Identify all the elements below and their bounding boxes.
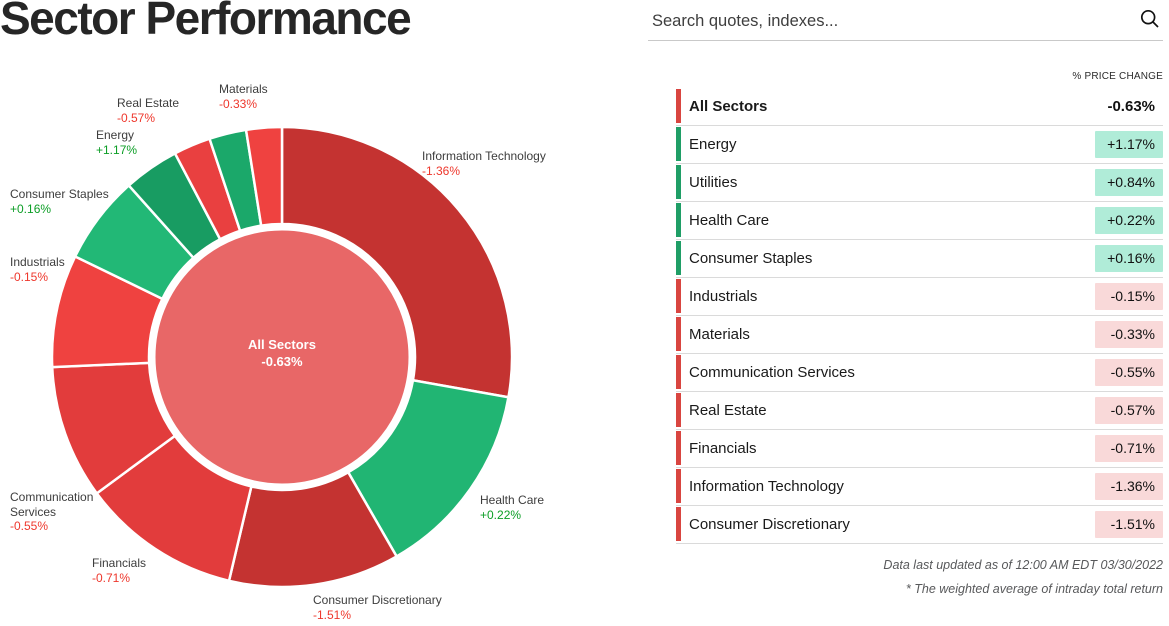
sector-performance-table: % PRICE CHANGE All Sectors -0.63% Energy…	[676, 70, 1163, 601]
donut-slice-materials[interactable]	[244, 125, 284, 228]
chart-label-change: -1.51%	[313, 607, 352, 622]
change-badge: -1.51%	[1095, 511, 1163, 538]
table-row-materials[interactable]: Materials -0.33%	[676, 316, 1163, 354]
chart-label-change: -0.71%	[92, 570, 131, 585]
price-change-column-header: % PRICE CHANGE	[1072, 71, 1163, 82]
row-color-bar	[676, 469, 681, 503]
chart-label-materials: Materials -0.33%	[219, 82, 268, 111]
chart-label-financials: Financials -0.71%	[92, 556, 146, 585]
chart-label-name: Consumer Discretionary	[313, 593, 442, 607]
sector-name: Consumer Discretionary	[689, 516, 850, 533]
change-badge: -0.57%	[1095, 397, 1163, 424]
weighted-average-note: * The weighted average of intraday total…	[905, 582, 1163, 596]
change-badge: -1.36%	[1095, 473, 1163, 500]
table-row-all-sectors[interactable]: All Sectors -0.63%	[676, 88, 1163, 126]
sector-donut-chart	[50, 125, 514, 589]
row-color-bar	[676, 203, 681, 237]
sector-change-value: -0.63%	[1107, 98, 1155, 115]
row-color-bar	[676, 89, 681, 123]
sector-name: Health Care	[689, 212, 770, 229]
sector-name: Consumer Staples	[689, 250, 813, 267]
chart-label-consumer-discretionary: Consumer Discretionary -1.51%	[313, 593, 442, 622]
chart-label-real-estate: Real Estate -0.57%	[117, 96, 179, 125]
footnotes: Data last updated as of 12:00 AM EDT 03/…	[676, 553, 1163, 601]
sector-name: Communication Services	[689, 364, 855, 381]
row-color-bar	[676, 127, 681, 161]
table-row-energy[interactable]: Energy +1.17%	[676, 126, 1163, 164]
chart-label-change: -0.55%	[10, 519, 49, 533]
change-badge: +1.17%	[1095, 131, 1163, 158]
chart-label-name: Communication Services	[10, 490, 94, 519]
table-row-information-technology[interactable]: Information Technology -1.36%	[676, 468, 1163, 506]
chart-label-energy: Energy +1.17%	[96, 128, 137, 157]
table-row-industrials[interactable]: Industrials -0.15%	[676, 278, 1163, 316]
donut-slice-information-technology[interactable]	[280, 125, 514, 399]
data-updated-note: Data last updated as of 12:00 AM EDT 03/…	[883, 558, 1163, 572]
row-color-bar	[676, 317, 681, 351]
table-row-financials[interactable]: Financials -0.71%	[676, 430, 1163, 468]
chart-label-name: Materials	[219, 82, 268, 96]
change-badge: -0.15%	[1095, 283, 1163, 310]
sector-name: Real Estate	[689, 402, 767, 419]
sector-name: Materials	[689, 326, 750, 343]
table-row-real-estate[interactable]: Real Estate -0.57%	[676, 392, 1163, 430]
chart-label-name: Financials	[92, 556, 147, 570]
sector-name: All Sectors	[689, 98, 768, 115]
sector-name: Financials	[689, 440, 757, 457]
row-color-bar	[676, 279, 681, 313]
row-color-bar	[676, 241, 681, 275]
sector-name: Information Technology	[689, 478, 844, 495]
chart-label-change: +1.17%	[96, 142, 138, 157]
donut-center-circle	[152, 227, 412, 487]
row-color-bar	[676, 431, 681, 465]
change-badge: -0.33%	[1095, 321, 1163, 348]
chart-label-change: +0.22%	[480, 507, 522, 522]
row-color-bar	[676, 507, 681, 541]
table-row-consumer-discretionary[interactable]: Consumer Discretionary -1.51%	[676, 506, 1163, 544]
chart-label-name: Real Estate	[117, 96, 180, 110]
chart-label-communication-services: Communication Services -0.55%	[10, 490, 120, 534]
change-badge: +0.22%	[1095, 207, 1163, 234]
sector-name: Utilities	[689, 174, 738, 191]
change-badge: -0.55%	[1095, 359, 1163, 386]
search-input[interactable]	[650, 6, 1124, 36]
change-badge: +0.16%	[1095, 245, 1163, 272]
chart-label-change: +0.16%	[10, 201, 52, 216]
sector-name: Industrials	[689, 288, 758, 305]
page-title: Sector Performance	[0, 0, 412, 44]
chart-label-name: Energy	[96, 128, 135, 142]
row-color-bar	[676, 355, 681, 389]
table-row-health-care[interactable]: Health Care +0.22%	[676, 202, 1163, 240]
chart-label-industrials: Industrials -0.15%	[10, 255, 65, 284]
chart-label-change: -0.15%	[10, 269, 49, 284]
chart-label-name: Health Care	[480, 493, 545, 507]
table-row-communication-services[interactable]: Communication Services -0.55%	[676, 354, 1163, 392]
chart-label-name: Industrials	[10, 255, 65, 269]
chart-label-change: -1.36%	[422, 163, 461, 178]
chart-label-information-technology: Information Technology -1.36%	[422, 149, 546, 178]
chart-label-name: Consumer Staples	[10, 187, 109, 201]
chart-label-change: -0.57%	[117, 110, 156, 125]
change-badge: -0.71%	[1095, 435, 1163, 462]
chart-label-name: Information Technology	[422, 149, 546, 163]
row-color-bar	[676, 393, 681, 427]
sector-name: Energy	[689, 136, 737, 153]
search-box	[648, 0, 1163, 41]
row-color-bar	[676, 165, 681, 199]
change-badge: +0.84%	[1095, 169, 1163, 196]
chart-label-health-care: Health Care +0.22%	[480, 493, 544, 522]
table-row-consumer-staples[interactable]: Consumer Staples +0.16%	[676, 240, 1163, 278]
sector-table-rows: Energy +1.17% Utilities +0.84% Health Care +0…	[676, 126, 1163, 544]
chart-label-change: -0.33%	[219, 96, 258, 111]
table-row-utilities[interactable]: Utilities +0.84%	[676, 164, 1163, 202]
search-icon[interactable]	[1140, 9, 1160, 29]
chart-label-consumer-staples: Consumer Staples +0.16%	[10, 187, 109, 216]
